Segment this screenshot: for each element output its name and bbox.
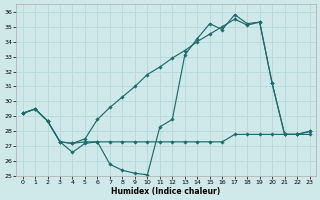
X-axis label: Humidex (Indice chaleur): Humidex (Indice chaleur) [111,187,221,196]
